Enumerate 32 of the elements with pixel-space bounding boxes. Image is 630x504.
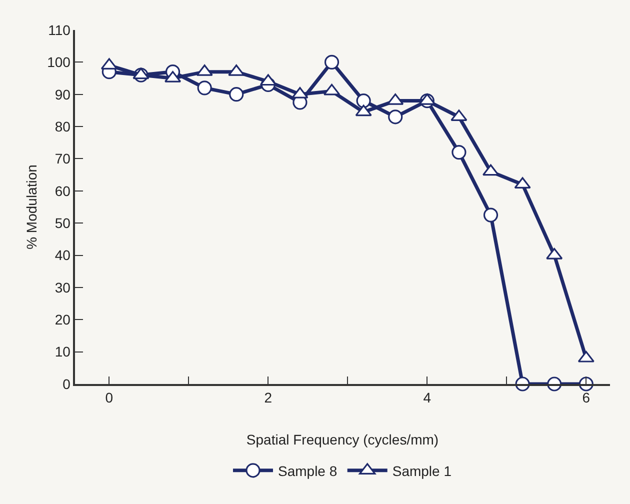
x-tick-label: 4 xyxy=(423,390,432,406)
legend-label: Sample 1 xyxy=(392,462,452,479)
point xyxy=(546,248,563,260)
y-tick-label: 70 xyxy=(54,150,71,167)
point xyxy=(356,94,371,108)
y-tick-label: 10 xyxy=(54,344,71,360)
y-axis-title: % Modulation xyxy=(24,164,40,250)
x-axis-title: Spatial Frequency (cycles/mm) xyxy=(246,431,439,448)
point xyxy=(197,80,212,96)
point xyxy=(132,68,150,80)
point xyxy=(388,110,403,124)
point xyxy=(578,350,594,362)
point xyxy=(355,104,372,116)
y-tick-label: 100 xyxy=(47,54,71,70)
y-tick-label: 50 xyxy=(54,214,71,231)
y-tick-label: 30 xyxy=(54,279,71,296)
point xyxy=(324,54,340,70)
y-tick-label: 90 xyxy=(54,86,71,102)
point xyxy=(483,208,498,222)
x-tick-label: 6 xyxy=(582,390,590,406)
legend-label: Sample 8 xyxy=(278,462,338,479)
y-tick-label: 60 xyxy=(54,182,71,199)
point xyxy=(229,87,244,102)
y-tick-label: 0 xyxy=(62,376,71,392)
y-tick-label: 20 xyxy=(54,312,71,328)
x-tick-label: 0 xyxy=(105,390,114,406)
y-tick-label: 80 xyxy=(54,118,71,134)
y-tick-label: 40 xyxy=(54,247,71,264)
point xyxy=(452,144,466,160)
point xyxy=(514,177,531,189)
y-tick-label: 110 xyxy=(48,22,71,38)
x-tick-label: 2 xyxy=(264,390,272,406)
